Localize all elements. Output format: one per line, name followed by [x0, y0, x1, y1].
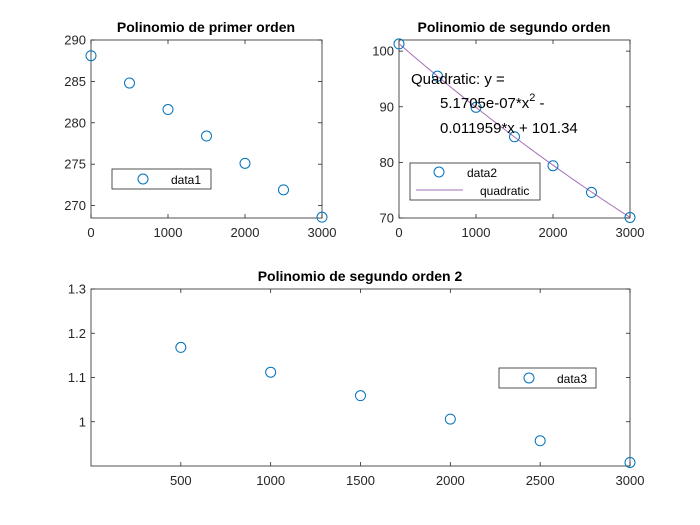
- annotation-tail: -: [535, 95, 544, 112]
- data-point: [547, 160, 559, 172]
- y-tick-label: 1.3: [68, 282, 86, 297]
- legend-label: data1: [171, 173, 201, 187]
- y-tick-label: 90: [380, 99, 394, 114]
- legend: data2 quadratic: [409, 162, 541, 201]
- y-tick-label: 290: [64, 33, 86, 48]
- data-point: [175, 341, 187, 353]
- data-points: [85, 50, 328, 223]
- chart-segundo-orden: Polinomio de segundo orden 0 1000 2000 3000…: [372, 19, 644, 240]
- x-tick-label: 2500: [526, 473, 555, 488]
- x-tick-label: 0: [87, 225, 94, 240]
- data-point: [624, 211, 636, 223]
- data-point: [278, 184, 289, 196]
- x-tick-label: 3000: [308, 225, 337, 240]
- fit-line: [398, 43, 631, 218]
- x-tick-label: 1000: [462, 225, 491, 240]
- y-tick-label: 1.1: [68, 370, 86, 385]
- x-tick-label: 1000: [256, 473, 285, 488]
- legend-box: [409, 162, 541, 201]
- x-tick-label: 3000: [616, 225, 645, 240]
- plot-area: [90, 39, 323, 219]
- x-tick-label: 1000: [154, 225, 183, 240]
- y-tick-label: 70: [380, 211, 394, 226]
- data-point: [124, 77, 135, 89]
- data-point: [509, 131, 520, 143]
- chart-title: Polinomio de primer orden: [117, 19, 295, 35]
- y-tick-label: 270: [64, 198, 86, 213]
- data-points: [175, 341, 636, 468]
- annotation-line-2: 5.1705e-07*x2 -: [440, 92, 545, 112]
- data-point: [162, 104, 174, 116]
- annotation-exponent: 2: [529, 92, 535, 104]
- x-tick-label: 500: [170, 473, 192, 488]
- fit-annotation: Quadratic: y = 5.1705e-07*x2 - 0.011959*…: [411, 71, 578, 137]
- x-tick-label: 2000: [539, 225, 568, 240]
- data-point: [239, 157, 251, 169]
- data-point: [624, 456, 636, 468]
- x-tick-label: 2000: [231, 225, 260, 240]
- data-point: [393, 38, 405, 50]
- x-tick-label: 1500: [346, 473, 375, 488]
- annotation-line-3: 0.011959*x + 101.34: [440, 120, 578, 137]
- data-point: [355, 390, 366, 402]
- fit-curve: [398, 43, 631, 218]
- axis-ticks: 0 1000 2000 3000 270 275 280 285 290: [64, 33, 336, 241]
- data-point: [265, 366, 277, 378]
- axis-ticks: 500 1000 1500 2000 2500 3000 1 1.1 1.2 1.3: [68, 282, 645, 489]
- legend-box: [498, 367, 597, 389]
- legend-marker: [433, 166, 445, 178]
- data-point: [432, 70, 443, 82]
- data-points: [393, 38, 636, 223]
- data-point: [201, 130, 212, 142]
- legend-marker: [523, 372, 535, 384]
- x-tick-label: 0: [395, 225, 402, 240]
- legend-marker: [137, 173, 149, 185]
- x-tick-label: 2000: [436, 473, 465, 488]
- chart-primer-orden: Polinomio de primer orden 0 1000 2000 3000 2…: [64, 19, 336, 240]
- data-point: [316, 211, 328, 223]
- axis-ticks: 0 1000 2000 3000 70 80 90 100: [372, 40, 644, 240]
- data-point: [444, 413, 456, 425]
- y-tick-label: 275: [64, 157, 86, 172]
- x-tick-label: 3000: [616, 473, 645, 488]
- y-tick-label: 1: [79, 414, 86, 429]
- chart-title: Polinomio de segundo orden 2: [258, 268, 463, 284]
- legend-box: [111, 168, 212, 190]
- annotation-line-1: Quadratic: y =: [411, 71, 505, 88]
- legend-label: data3: [557, 372, 587, 386]
- data-point: [586, 186, 597, 198]
- data-point: [85, 50, 97, 62]
- y-tick-label: 80: [380, 155, 394, 170]
- y-tick-label: 1.2: [68, 326, 86, 341]
- legend-label: data2: [467, 166, 497, 180]
- data-point: [534, 435, 546, 447]
- y-tick-label: 100: [372, 44, 394, 59]
- y-tick-label: 285: [64, 74, 86, 89]
- annotation-base: 5.1705e-07*x: [440, 95, 530, 112]
- data-point: [470, 101, 482, 113]
- legend: data1: [111, 168, 212, 190]
- chart-title: Polinomio de segundo orden: [418, 19, 611, 35]
- legend-fit-label: quadratic: [480, 184, 529, 198]
- legend: data3: [498, 367, 597, 389]
- chart-segundo-orden-2: Polinomio de segundo orden 2 500 1000 1500…: [68, 268, 645, 488]
- y-tick-label: 280: [64, 115, 86, 130]
